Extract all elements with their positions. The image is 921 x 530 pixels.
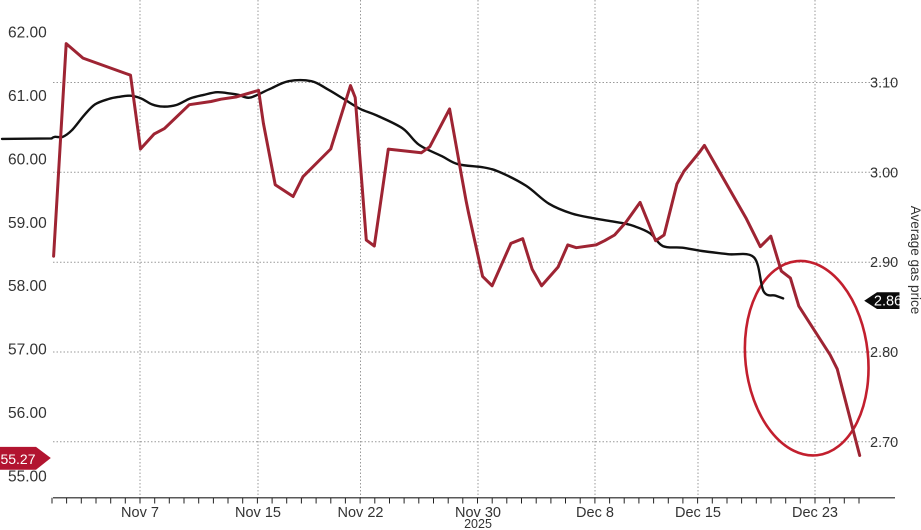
svg-text:2.90: 2.90	[870, 255, 898, 271]
svg-text:Nov 22: Nov 22	[338, 505, 384, 521]
svg-text:Dec 23: Dec 23	[792, 505, 838, 521]
svg-text:Dec 15: Dec 15	[675, 505, 721, 521]
svg-text:2025: 2025	[464, 517, 492, 530]
svg-text:57.00: 57.00	[8, 342, 47, 359]
svg-text:61.00: 61.00	[8, 88, 47, 105]
svg-text:Nov 7: Nov 7	[121, 505, 159, 521]
svg-text:55.00: 55.00	[8, 469, 47, 486]
svg-text:55.27: 55.27	[0, 451, 35, 467]
svg-text:56.00: 56.00	[8, 405, 47, 422]
svg-text:2.86: 2.86	[874, 293, 902, 309]
svg-text:58.00: 58.00	[8, 278, 47, 295]
svg-text:59.00: 59.00	[8, 215, 47, 232]
svg-text:2.80: 2.80	[870, 345, 898, 361]
svg-text:62.00: 62.00	[8, 25, 47, 42]
svg-text:Nov 15: Nov 15	[235, 505, 281, 521]
svg-text:60.00: 60.00	[8, 151, 47, 168]
svg-text:3.00: 3.00	[870, 165, 898, 181]
svg-text:2.70: 2.70	[870, 435, 898, 451]
svg-text:Dec 8: Dec 8	[576, 505, 614, 521]
svg-text:3.10: 3.10	[870, 76, 898, 92]
svg-text:Average gas price: Average gas price	[908, 206, 921, 315]
